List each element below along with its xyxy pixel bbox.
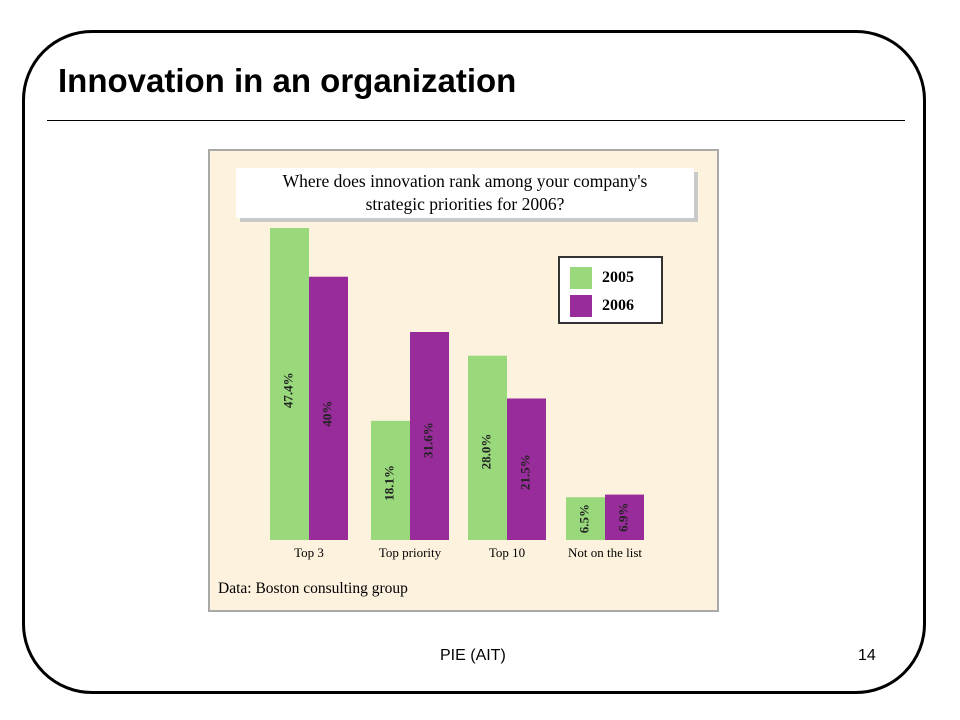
bar-2006-top-3 bbox=[309, 276, 348, 540]
legend-item-2006: 2006 bbox=[570, 294, 634, 318]
data-label-2005-top-3: 47.4% bbox=[280, 372, 295, 408]
data-label-2006-top-10: 21.5% bbox=[517, 454, 532, 490]
data-label-2005-top-priority: 18.1% bbox=[381, 465, 396, 501]
data-label-2005-not-on-the-list: 6.5% bbox=[576, 504, 591, 533]
slide-title: Innovation in an organization bbox=[58, 62, 517, 99]
legend-item-2005: 2005 bbox=[570, 266, 634, 290]
data-label-2006-top-priority: 31.6% bbox=[420, 422, 435, 458]
category-label-top-priority: Top priority bbox=[379, 545, 442, 560]
chart-title-line-2: strategic priorities for 2006? bbox=[365, 194, 565, 214]
data-label-2006-not-on-the-list: 6.9% bbox=[615, 503, 630, 532]
chart-title-line-1: Where does innovation rank among your co… bbox=[282, 171, 648, 191]
slide-frame bbox=[22, 30, 926, 694]
chart-source-note: Data: Boston consulting group bbox=[218, 580, 408, 597]
legend-swatch-2006 bbox=[570, 295, 592, 317]
title-divider bbox=[47, 120, 905, 121]
data-label-2006-top-3: 40% bbox=[319, 401, 334, 427]
legend-label-2006: 2006 bbox=[602, 297, 634, 314]
chart-legend: 2005 2006 bbox=[558, 256, 663, 324]
bar-2005-not-on-the-list bbox=[566, 497, 605, 540]
bar-2006-not-on-the-list bbox=[605, 494, 644, 540]
legend-swatch-2005 bbox=[570, 267, 592, 289]
chart-title-box: Where does innovation rank among your co… bbox=[236, 168, 694, 218]
bar-2006-top-priority bbox=[410, 332, 449, 540]
category-label-top-3: Top 3 bbox=[294, 545, 324, 560]
page-number: 14 bbox=[858, 647, 876, 664]
category-label-not-on-the-list: Not on the list bbox=[568, 545, 642, 560]
legend-label-2005: 2005 bbox=[602, 269, 634, 286]
data-label-2005-top-10: 28.0% bbox=[478, 434, 493, 470]
footer-presenter: PIE (AIT) bbox=[440, 647, 506, 664]
category-label-top-10: Top 10 bbox=[489, 545, 525, 560]
bar-2005-top-priority bbox=[371, 420, 410, 540]
bar-2005-top-3 bbox=[270, 228, 309, 540]
bar-2006-top-10 bbox=[507, 398, 546, 540]
bar-2005-top-10 bbox=[468, 355, 507, 540]
